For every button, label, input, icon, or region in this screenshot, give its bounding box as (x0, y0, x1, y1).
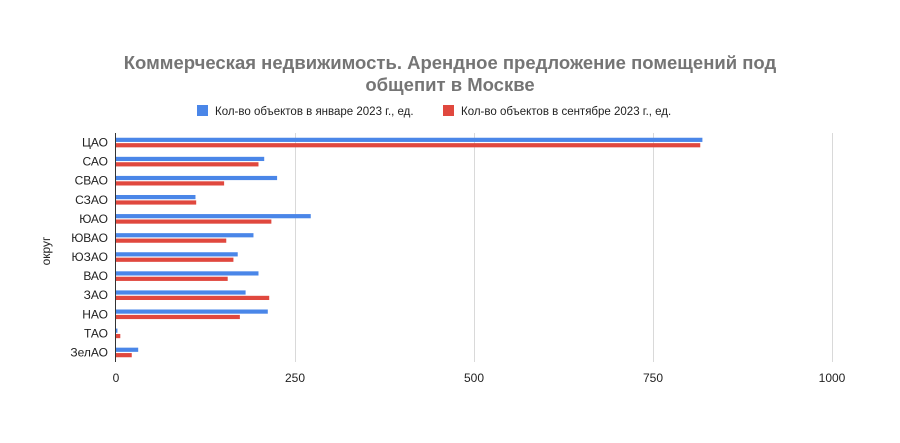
bar-september (116, 353, 132, 358)
chart-title-line-2: общепит в Москве (365, 74, 535, 95)
chart-title: Коммерческая недвижимость. Арендное пред… (0, 52, 900, 96)
bar-september (116, 162, 259, 167)
legend-swatch-september (443, 105, 454, 116)
bars (116, 137, 703, 358)
x-tick-label: 250 (285, 371, 305, 385)
category-labels: ЦАО САО СВАО СЗАО ЮАО ЮВАО ЮЗАО ВАО ЗАО НАО ТАО Зел… (70, 136, 108, 360)
category-label: САО (83, 155, 108, 169)
x-tick-label: 1000 (819, 371, 846, 385)
bar-september (116, 276, 228, 281)
bar-january (116, 214, 311, 219)
category-label: ЗелАО (70, 345, 108, 359)
grid (295, 133, 833, 362)
category-label: ЦАО (82, 136, 108, 150)
category-label: ЮВАО (71, 231, 108, 245)
bar-september (116, 257, 234, 262)
category-label: ЮАО (79, 212, 108, 226)
bar-january (116, 156, 265, 162)
category-label: ЗАО (84, 288, 108, 302)
bar-september (116, 143, 701, 148)
category-label: ЮЗАО (72, 250, 108, 264)
bar-january (116, 233, 254, 238)
bar-september (116, 181, 225, 186)
bar-january (116, 271, 259, 276)
legend-label-january: Кол-во объектов в январе 2023 г., ед. (215, 106, 414, 118)
category-label: СЗАО (75, 193, 108, 207)
x-tick-label: 750 (643, 371, 663, 385)
bar-september (116, 238, 227, 243)
x-tick-label: 500 (464, 371, 484, 385)
bar-january (116, 137, 703, 142)
bar-september (116, 295, 270, 301)
bar-september (116, 200, 197, 205)
category-label: ТАО (84, 326, 108, 340)
bar-january (116, 194, 196, 200)
bar-january (116, 309, 268, 314)
bar-january (116, 290, 246, 295)
bar-january (116, 252, 238, 257)
bar-january (116, 347, 139, 352)
bar-september (116, 333, 121, 339)
bar-september (116, 219, 272, 224)
category-label: ВАО (83, 269, 108, 283)
legend-label-september: Кол-во объектов в сентябре 2023 г., ед. (461, 106, 671, 118)
bar-january (116, 175, 278, 181)
y-axis-title: округ (39, 236, 53, 265)
category-label: НАО (82, 307, 108, 321)
x-tick-label: 0 (113, 371, 120, 385)
legend: Кол-во объектов в январе 2023 г., ед. Ко… (197, 105, 671, 118)
legend-swatch-january (197, 105, 208, 116)
category-label: СВАО (75, 174, 108, 188)
chart-title-line-1: Коммерческая недвижимость. Арендное пред… (123, 52, 777, 73)
bar-september (116, 314, 240, 320)
bar-january (116, 328, 118, 333)
x-axis-tick-labels: 0 250 500 750 1000 (113, 371, 846, 385)
